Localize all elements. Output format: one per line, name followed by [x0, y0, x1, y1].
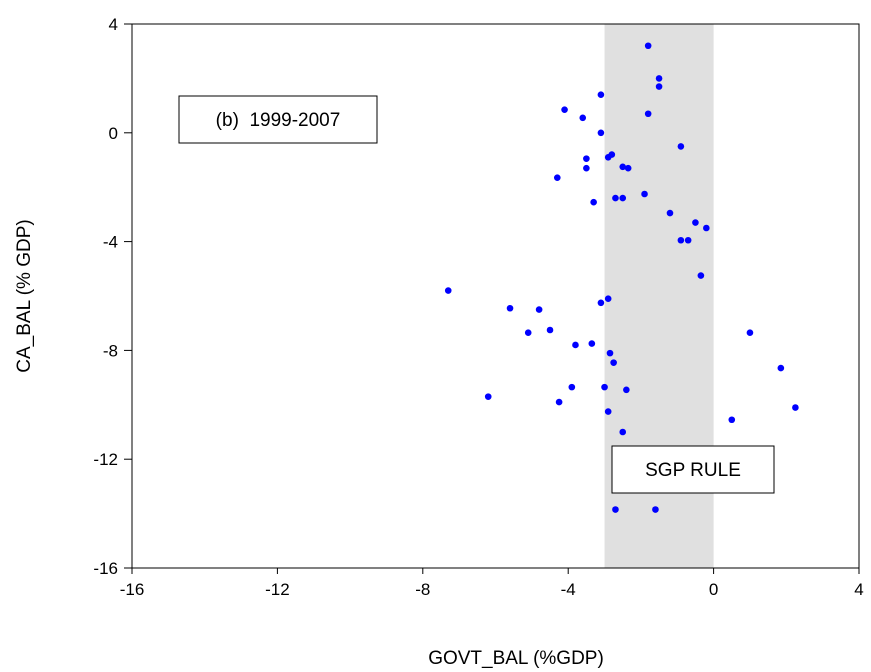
data-point: [590, 198, 597, 206]
data-point: [604, 153, 612, 161]
y-tick-label: -4: [103, 233, 118, 252]
period-annotation-text: (b) 1999-2007: [216, 110, 341, 131]
x-tick-label: -8: [415, 580, 430, 599]
data-point: [553, 174, 561, 181]
data-point: [619, 194, 627, 202]
x-tick-label: 4: [854, 580, 863, 599]
data-point: [777, 364, 785, 372]
data-point: [619, 428, 627, 436]
data-point: [606, 349, 614, 357]
data-point: [555, 398, 563, 406]
data-point: [692, 219, 699, 226]
y-tick-label: -12: [93, 450, 118, 469]
data-point: [568, 383, 576, 391]
y-axis-title: CA_BAL (% GDP): [14, 219, 35, 372]
data-point: [535, 306, 543, 313]
data-point: [619, 163, 627, 171]
data-point: [624, 164, 632, 172]
data-point: [677, 236, 685, 244]
data-point: [644, 42, 652, 50]
x-tick-label: 0: [709, 580, 718, 599]
x-axis-title: GOVT_BAL (%GDP): [428, 648, 604, 669]
data-point: [524, 329, 532, 337]
period-annotation-box: [178, 95, 378, 144]
sgp-rule-label-box: [611, 445, 775, 494]
data-point: [583, 155, 590, 162]
x-tick-label: -12: [265, 580, 290, 599]
data-point: [597, 299, 605, 307]
data-points: [444, 42, 799, 513]
data-point: [444, 287, 452, 294]
x-axis-ticks: -16 -12 -8 -4 0 4: [120, 568, 864, 599]
data-point: [728, 416, 736, 424]
data-point: [746, 329, 754, 337]
y-tick-label: -16: [93, 559, 118, 578]
data-point: [579, 114, 587, 122]
data-point: [655, 83, 663, 90]
data-point: [792, 404, 799, 411]
data-point: [612, 506, 619, 513]
data-point: [612, 194, 619, 202]
plot-area-frame: [131, 23, 860, 569]
data-point: [484, 393, 492, 400]
data-point: [601, 383, 608, 391]
y-tick-label: 0: [109, 124, 118, 143]
data-point: [604, 408, 612, 415]
data-point: [641, 190, 648, 198]
data-point: [684, 236, 692, 244]
data-point: [561, 106, 568, 113]
data-point: [623, 386, 630, 394]
data-point: [655, 75, 663, 82]
period-annotation: (b) 1999-2007: [178, 95, 378, 144]
data-point: [677, 143, 685, 150]
x-tick-label: -4: [561, 580, 576, 599]
data-point: [597, 91, 605, 99]
data-point: [583, 164, 590, 172]
y-tick-label: 4: [109, 15, 118, 34]
data-point: [597, 129, 605, 137]
data-point: [697, 272, 705, 279]
data-point: [572, 341, 579, 349]
sgp-rule-label-text: SGP RULE: [645, 460, 741, 481]
data-point: [506, 304, 514, 312]
data-point: [703, 224, 710, 232]
data-point: [604, 295, 612, 303]
data-point: [546, 326, 554, 334]
y-tick-label: -8: [103, 341, 118, 360]
data-point: [610, 359, 617, 366]
data-point: [666, 209, 674, 217]
data-point: [644, 110, 652, 118]
data-point: [588, 340, 596, 347]
y-axis-ticks: 4 0 -4 -8 -12 -16: [93, 15, 132, 578]
x-tick-label: -16: [120, 580, 145, 599]
data-point: [652, 506, 659, 513]
sgp-rule-label: SGP RULE: [611, 445, 775, 494]
